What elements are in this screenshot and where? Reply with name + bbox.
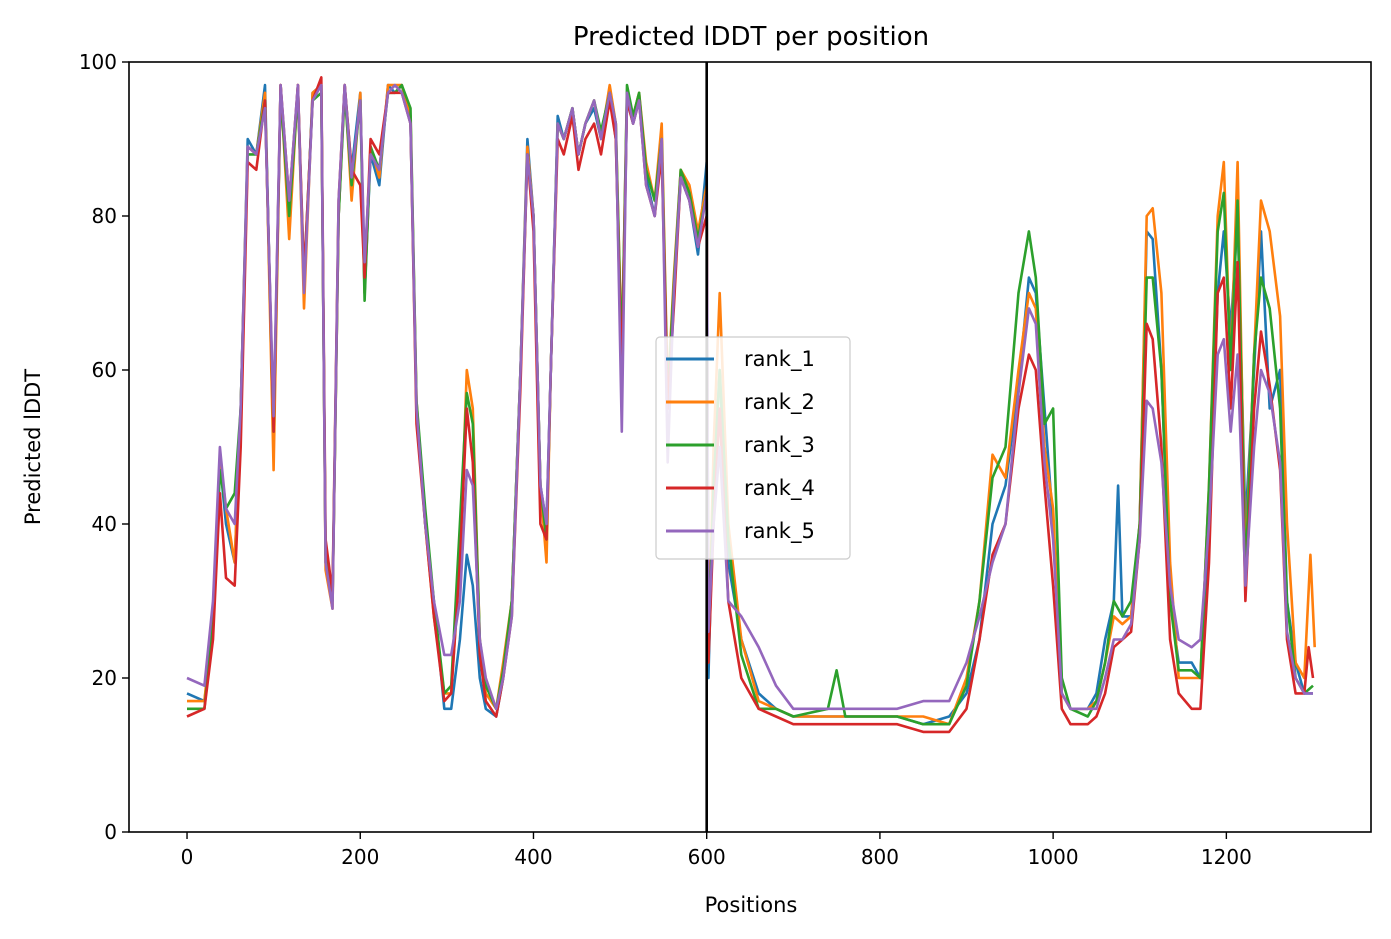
legend: rank_1 rank_2 rank_3 rank_4 rank_5 bbox=[655, 336, 851, 560]
series-line-rank-5 bbox=[186, 83, 1313, 711]
y-tick-label: 60 bbox=[92, 358, 117, 382]
legend-label: rank_1 bbox=[744, 347, 815, 372]
y-tick-label: 0 bbox=[104, 820, 117, 844]
y-tick-label: 40 bbox=[92, 512, 117, 536]
chart-title: Predicted lDDT per position bbox=[573, 22, 929, 52]
y-tick-label: 20 bbox=[92, 666, 117, 690]
legend-label: rank_4 bbox=[744, 476, 815, 501]
x-tick-label: 1200 bbox=[1201, 845, 1252, 869]
x-tick-label: 400 bbox=[514, 845, 552, 869]
x-axis-label: Positions bbox=[705, 893, 798, 917]
x-tick-label: 600 bbox=[688, 845, 726, 869]
x-tick-label: 200 bbox=[341, 845, 379, 869]
x-tick-label: 0 bbox=[181, 845, 194, 869]
plot-frame bbox=[128, 61, 1372, 833]
legend-label: rank_3 bbox=[744, 433, 815, 458]
y-axis-label: Predicted lDDT bbox=[21, 369, 45, 525]
x-tick-label: 800 bbox=[861, 845, 899, 869]
legend-label: rank_2 bbox=[744, 390, 815, 415]
y-tick-label: 100 bbox=[79, 50, 117, 74]
y-tick-label: 80 bbox=[92, 204, 117, 228]
legend-label: rank_5 bbox=[744, 519, 815, 544]
x-axis: 0 200 400 600 800 1000 1200 bbox=[181, 832, 1252, 869]
x-tick-label: 1000 bbox=[1028, 845, 1079, 869]
legend-box bbox=[655, 336, 851, 560]
y-axis: 0 20 40 60 80 100 bbox=[79, 50, 129, 844]
